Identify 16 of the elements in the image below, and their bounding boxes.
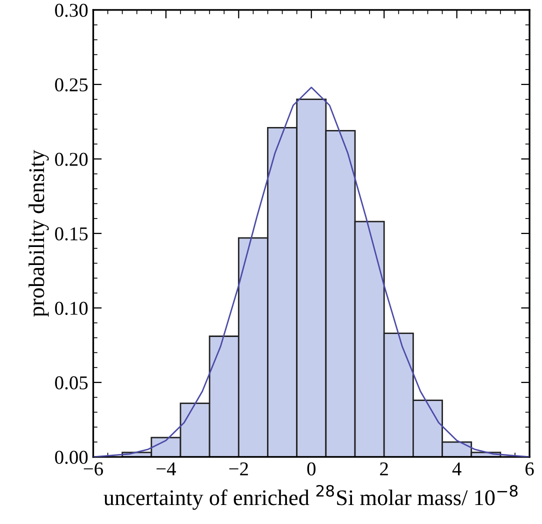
y-tick-label: 0.25 xyxy=(55,78,88,92)
x-tick-label: 4 xyxy=(452,462,462,476)
y-tick-label: 0.15 xyxy=(55,227,88,240)
y-tick-label: 0.30 xyxy=(55,4,88,17)
y-axis-title: probability density xyxy=(28,150,49,317)
x-tick-label: −4 xyxy=(156,462,176,476)
y-tick-label: 0.20 xyxy=(55,152,88,166)
x-tick-label: 0 xyxy=(307,462,316,476)
y-tick-label: 0.05 xyxy=(55,376,88,390)
x-tick-label: 6 xyxy=(526,462,534,476)
x-tick-label: −2 xyxy=(229,462,248,476)
x-tick-label: −6 xyxy=(84,462,103,476)
x-axis-title: uncertainty of enriched $^{28}$Si molar mass/ 10$^{−8}$ xyxy=(104,484,518,510)
y-tick-label: 0.10 xyxy=(55,302,88,315)
x-tick-label: 2 xyxy=(380,462,388,476)
y-tick-label: 0.00 xyxy=(55,450,88,464)
